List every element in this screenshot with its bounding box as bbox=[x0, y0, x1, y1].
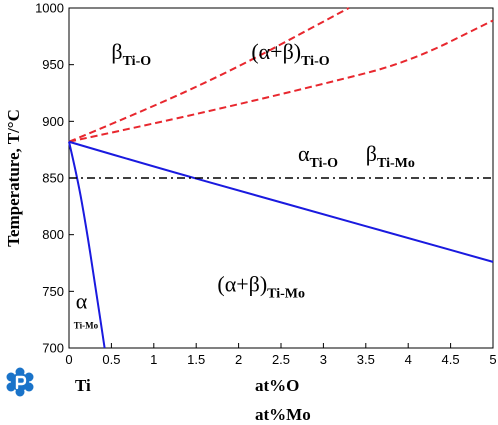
x-tick-label: 0.5 bbox=[102, 352, 120, 367]
series-layer bbox=[68, 7, 494, 349]
y-tick-label: 900 bbox=[42, 114, 64, 129]
x-tick-label: 5 bbox=[489, 352, 496, 367]
p-logo-icon bbox=[6, 367, 34, 397]
y-tick-label: 800 bbox=[42, 227, 64, 242]
region-label: βTi-Mo bbox=[366, 141, 415, 171]
y-axis-title: Temperature, T/°C bbox=[4, 109, 23, 247]
x-axis-label-molybdenum: at%Mo bbox=[255, 405, 311, 424]
region-labels: βTi-O (α+β)Ti-O αTi-O βTi-Mo (α+β)Ti-Mo α Ti-M… bbox=[74, 39, 415, 330]
region-label-subscript: Ti-Mo bbox=[74, 320, 99, 330]
y-tick-label: 700 bbox=[42, 341, 64, 356]
y-tick-label: 750 bbox=[42, 284, 64, 299]
y-axis-ticks: 700 750 800 850 900 950 1000 bbox=[35, 1, 74, 356]
x-tick-label: 3 bbox=[320, 352, 327, 367]
x-tick-label: 2 bbox=[235, 352, 242, 367]
y-tick-label: 1000 bbox=[35, 1, 64, 16]
x-axis-label-ti: Ti bbox=[75, 376, 91, 395]
x-tick-label: 3.5 bbox=[357, 352, 375, 367]
region-label: α bbox=[76, 288, 88, 313]
x-tick-label: 0 bbox=[65, 352, 72, 367]
region-label: (α+β)Ti-Mo bbox=[217, 271, 305, 301]
y-tick-label: 850 bbox=[42, 171, 64, 186]
series-line-4 bbox=[68, 141, 106, 349]
x-tick-label: 2.5 bbox=[272, 352, 290, 367]
y-tick-label: 950 bbox=[42, 57, 64, 72]
x-axis-label-oxygen: at%O bbox=[255, 376, 299, 395]
x-tick-label: 1 bbox=[150, 352, 157, 367]
x-tick-label: 4.5 bbox=[442, 352, 460, 367]
x-axis-ticks: 0 0.5 1 1.5 2 2.5 3 3.5 4 4.5 5 bbox=[65, 343, 497, 367]
x-tick-label: 4 bbox=[405, 352, 412, 367]
region-label: αTi-O bbox=[298, 141, 338, 171]
region-label: βTi-O bbox=[111, 39, 151, 69]
region-label: (α+β)Ti-O bbox=[251, 39, 329, 69]
series-line-2 bbox=[68, 19, 494, 143]
series-line-1 bbox=[68, 7, 350, 143]
series-line-3 bbox=[68, 140, 494, 263]
x-tick-label: 1.5 bbox=[187, 352, 205, 367]
